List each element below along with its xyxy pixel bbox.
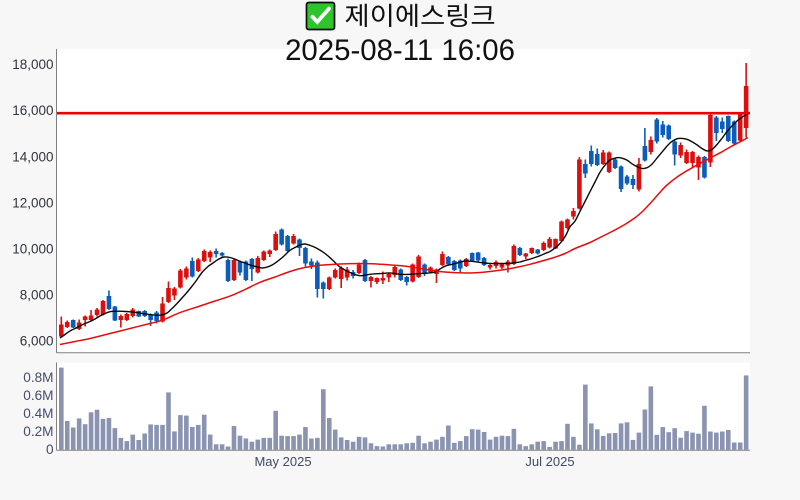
svg-text:0.8M: 0.8M	[23, 370, 53, 385]
svg-text:0.4M: 0.4M	[23, 406, 53, 421]
svg-text:May 2025: May 2025	[254, 454, 311, 469]
svg-text:6,000: 6,000	[20, 334, 54, 349]
svg-text:0.6M: 0.6M	[23, 388, 53, 403]
svg-text:18,000: 18,000	[12, 57, 53, 72]
svg-text:16,000: 16,000	[12, 103, 53, 118]
svg-text:8,000: 8,000	[20, 288, 54, 303]
svg-text:2025-08-11 16:06: 2025-08-11 16:06	[285, 34, 515, 67]
svg-text:10,000: 10,000	[12, 242, 53, 257]
svg-text:12,000: 12,000	[12, 195, 53, 210]
svg-text:0: 0	[46, 442, 54, 457]
svg-text:0.2M: 0.2M	[23, 424, 53, 439]
svg-text:14,000: 14,000	[12, 149, 53, 164]
svg-text:Jul 2025: Jul 2025	[525, 454, 574, 469]
